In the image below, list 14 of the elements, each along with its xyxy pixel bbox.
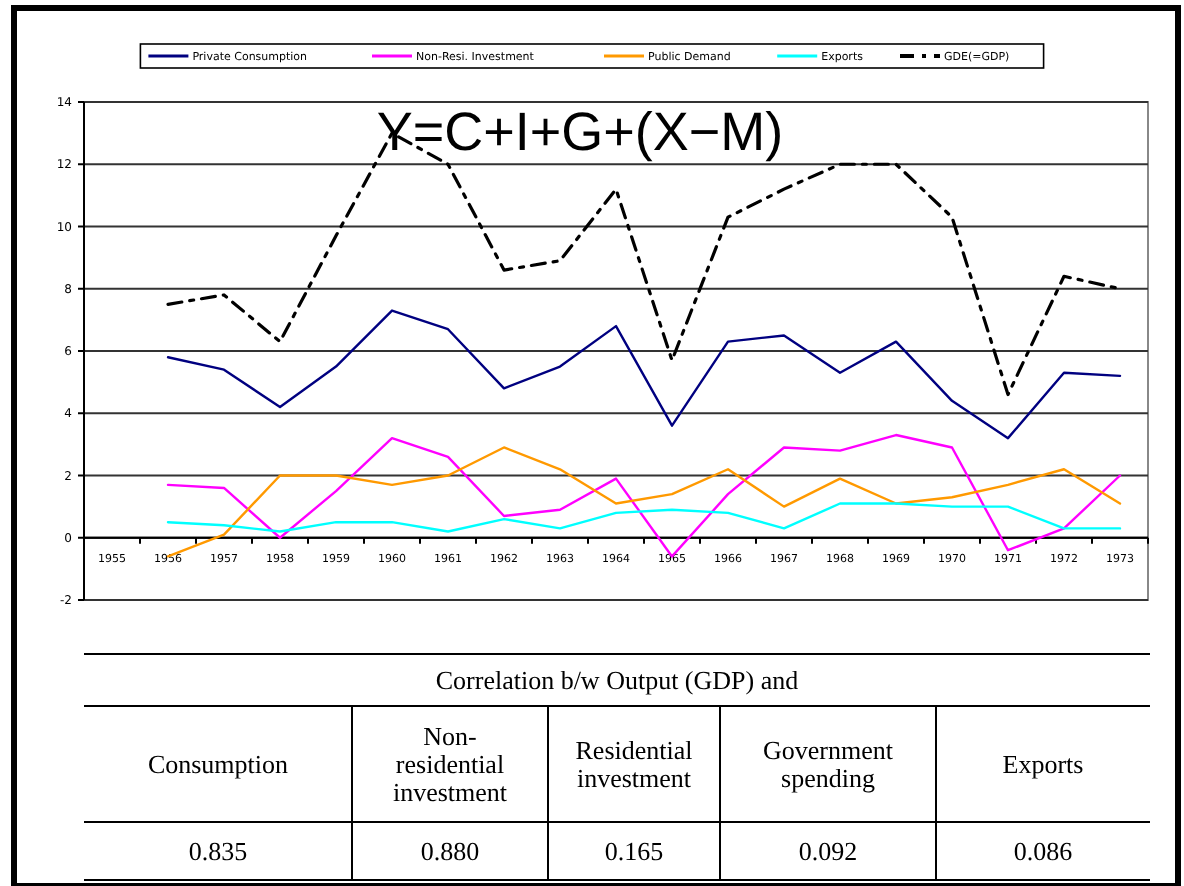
chart-title: Y=C+I+G+(X−M)	[376, 102, 784, 162]
line-series	[166, 309, 1122, 440]
text: Correlation b/w Output (GDP) and	[435, 665, 800, 696]
category-label: Exports	[1002, 749, 1084, 780]
category-label: Residential investment	[575, 735, 694, 794]
line-series	[166, 502, 1122, 533]
category-label: Government spending	[763, 735, 894, 794]
text: 0.880	[420, 836, 480, 867]
category-label: Non-residential investment	[392, 721, 508, 808]
text: 0.086	[1013, 836, 1073, 867]
text: 0.835	[188, 836, 248, 867]
text: 0.165	[604, 836, 664, 867]
category-label: Consumption	[147, 749, 290, 780]
text: 0.092	[798, 836, 858, 867]
